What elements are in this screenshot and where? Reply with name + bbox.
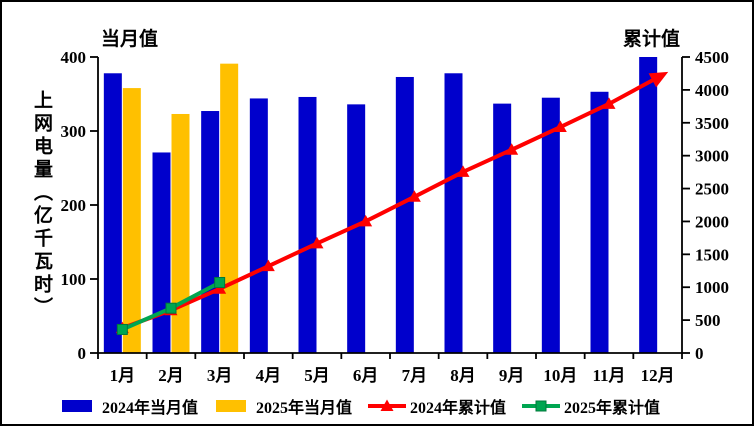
bar-2024年当月值-3月 xyxy=(201,111,220,354)
marker-triangle xyxy=(213,282,227,294)
left-tick-label: 400 xyxy=(61,48,87,67)
right-tick-label: 4500 xyxy=(695,48,729,67)
bar-2024年当月值-1月 xyxy=(103,73,122,353)
legend-label: 2024年累计值 xyxy=(410,400,507,417)
x-axis-label: 1月 xyxy=(110,366,136,385)
y-axis-label: 上网电量（亿千瓦时） xyxy=(31,90,52,320)
marker-triangle xyxy=(553,120,567,133)
x-axis-label: 11月 xyxy=(592,366,625,385)
right-tick-label: 1500 xyxy=(695,245,729,264)
legend-swatch-bar xyxy=(216,400,247,412)
bar-2024年当月值-12月 xyxy=(639,57,658,353)
x-axis-label: 5月 xyxy=(304,366,330,385)
bar-2024年当月值-2月 xyxy=(152,152,171,353)
legend-swatch-bar xyxy=(62,400,92,412)
x-axis-label: 7月 xyxy=(402,366,428,385)
left-tick-label: 100 xyxy=(61,270,87,289)
legend-item: 2025年当月值 xyxy=(214,394,352,418)
marker-triangle xyxy=(310,236,324,249)
right-tick-label: 500 xyxy=(695,311,721,330)
right-tick-label: 4000 xyxy=(695,81,729,100)
legend-label: 2025年累计值 xyxy=(564,400,661,417)
marker-triangle xyxy=(407,190,421,202)
right-tick-label: 3000 xyxy=(695,147,729,166)
legend-item: 2024年累计值 xyxy=(368,394,506,418)
x-axis-label: 6月 xyxy=(353,366,379,385)
left-axis-title: 当月值 xyxy=(101,29,159,50)
x-axis-label: 12月 xyxy=(641,366,675,385)
x-axis-label: 3月 xyxy=(207,366,233,385)
legend-label: 2025年当月值 xyxy=(256,400,353,417)
marker-triangle xyxy=(359,214,373,227)
bar-2024年当月值-9月 xyxy=(493,103,512,354)
right-tick-label: 0 xyxy=(695,344,704,363)
legend-swatch-line-triangle xyxy=(368,399,407,411)
marker-triangle xyxy=(261,259,275,272)
marker-square xyxy=(165,302,177,314)
bar-2025年当月值-2月 xyxy=(171,113,190,353)
right-axis-title: 累计值 xyxy=(623,29,681,50)
right-tick-label: 3500 xyxy=(695,114,729,133)
right-tick-label: 2500 xyxy=(695,180,729,199)
bar-2024年当月值-6月 xyxy=(347,104,366,353)
marker-end-arrow xyxy=(648,71,669,88)
bar-2024年当月值-10月 xyxy=(541,97,560,353)
marker-square xyxy=(116,323,128,335)
chart-legend: 2024年当月值 2025年当月值 2024年累计值 2025年累计值 xyxy=(60,394,660,418)
marker-triangle xyxy=(456,165,470,177)
bar-2024年当月值-7月 xyxy=(395,76,414,353)
bar-2024年当月值-4月 xyxy=(249,98,268,353)
x-axis-label: 2月 xyxy=(158,366,184,385)
bar-2024年当月值-5月 xyxy=(298,96,317,354)
bar-2024年当月值-8月 xyxy=(444,73,463,353)
bar-2025年当月值-3月 xyxy=(220,63,239,353)
left-tick-label: 200 xyxy=(61,196,87,215)
x-axis-label: 8月 xyxy=(450,366,476,385)
legend-item: 2024年当月值 xyxy=(60,394,198,418)
x-axis-label: 9月 xyxy=(499,366,525,385)
legend-label: 2024年当月值 xyxy=(102,400,199,417)
bar-2024年当月值-11月 xyxy=(590,91,609,353)
right-tick-label: 2000 xyxy=(695,212,729,231)
line-2024年累计值 xyxy=(120,75,660,331)
left-tick-label: 300 xyxy=(61,122,87,141)
marker-square xyxy=(214,276,226,288)
left-tick-label: 0 xyxy=(78,344,87,363)
right-tick-label: 1000 xyxy=(695,278,729,297)
bar-2025年当月值-1月 xyxy=(122,88,141,353)
marker-triangle xyxy=(505,143,519,155)
legend-item: 2025年累计值 xyxy=(522,394,660,418)
marker-triangle xyxy=(602,97,616,109)
legend-swatch-line-square xyxy=(522,400,561,412)
x-axis-label: 10月 xyxy=(543,366,577,385)
x-axis-label: 4月 xyxy=(256,366,282,385)
